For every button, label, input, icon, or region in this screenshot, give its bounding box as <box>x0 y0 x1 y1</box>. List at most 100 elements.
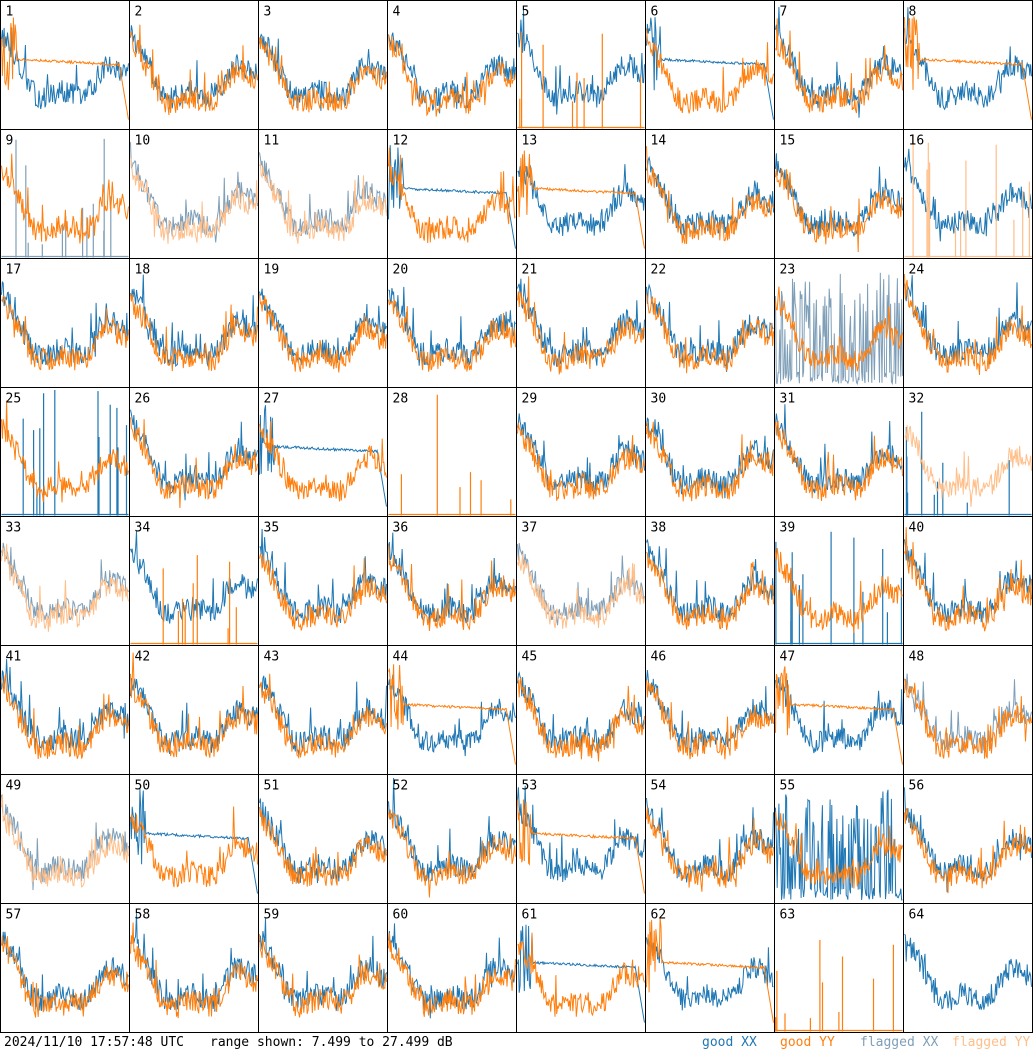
series-yy-panel-25 <box>1 400 129 503</box>
series-xx-panel-6 <box>646 17 774 120</box>
series-yy-panel-39 <box>775 547 903 633</box>
panel-28: 28 <box>387 387 517 517</box>
series-yy-panel-21 <box>517 276 645 375</box>
panel-39: 39 <box>774 516 904 646</box>
panel-label: 15 <box>780 134 796 149</box>
panel-label: 11 <box>264 134 280 149</box>
series-yy-panel-62 <box>646 917 774 1023</box>
panel-label: 62 <box>651 908 667 923</box>
series-yy-panel-52 <box>388 809 516 898</box>
panel-label: 38 <box>651 521 667 536</box>
panel-label: 29 <box>522 392 538 407</box>
series-yy-panel-1 <box>1 17 129 120</box>
panel-border <box>645 516 775 646</box>
panel-37: 37 <box>516 516 646 646</box>
series-xx-panel-61 <box>517 924 645 1023</box>
panel-44: 44 <box>387 645 517 775</box>
panel-label: 40 <box>909 521 925 536</box>
series-xx-panel-19 <box>259 288 387 365</box>
panel-label: 53 <box>522 779 538 794</box>
series-yy-panel-10 <box>130 157 258 244</box>
panel-15: 15 <box>774 129 904 259</box>
series-xx-panel-36 <box>388 532 516 624</box>
footer: 2024/11/10 17:57:48 UTC range shown: 7.4… <box>0 1033 1033 1053</box>
panel-42: 42 <box>129 645 259 775</box>
series-xx-panel-45 <box>517 671 645 754</box>
series-xx-panel-42 <box>130 677 258 754</box>
series-xx-panel-34 <box>130 531 258 624</box>
legend-flagged-xx: flagged XX <box>860 1035 939 1050</box>
series-yy-panel-16 <box>904 134 1032 258</box>
panel-52: 52 <box>387 774 517 904</box>
panel-2: 2 <box>129 0 259 130</box>
series-yy-panel-50 <box>130 806 258 888</box>
series-yy-panel-51 <box>259 807 387 887</box>
panel-border <box>129 0 259 130</box>
panel-9: 9 <box>0 129 130 259</box>
series-xx-panel-51 <box>259 798 387 884</box>
panel-label: 52 <box>393 779 409 794</box>
panel-label: 30 <box>651 392 667 407</box>
series-yy-panel-34 <box>130 555 258 645</box>
panel-label: 31 <box>780 392 796 407</box>
series-yy-panel-43 <box>259 673 387 760</box>
panel-27: 27 <box>258 387 388 517</box>
legend-flagged-yy: flagged YY <box>952 1035 1031 1050</box>
panel-40: 40 <box>903 516 1033 646</box>
panel-label: 42 <box>135 650 151 665</box>
panel-label: 20 <box>393 263 409 278</box>
panel-label: 25 <box>6 392 22 407</box>
panel-label: 37 <box>522 521 538 536</box>
panel-24: 24 <box>903 258 1033 388</box>
panel-32: 32 <box>903 387 1033 517</box>
panel-label: 26 <box>135 392 151 407</box>
series-xx-panel-58 <box>130 913 258 1012</box>
panel-59: 59 <box>258 903 388 1033</box>
panel-61: 61 <box>516 903 646 1033</box>
panel-label: 34 <box>135 521 151 536</box>
series-xx-panel-16 <box>904 148 1032 242</box>
series-yy-panel-41 <box>1 673 129 759</box>
series-xx-panel-25 <box>1 390 129 516</box>
panel-label: 45 <box>522 650 538 665</box>
series-xx-panel-5 <box>517 10 645 115</box>
panel-label: 64 <box>909 908 925 923</box>
panel-label: 3 <box>264 5 272 20</box>
panel-46: 46 <box>645 645 775 775</box>
range-text: range shown: 7.499 to 27.499 dB <box>210 1035 453 1050</box>
panel-16: 16 <box>903 129 1033 259</box>
panel-36: 36 <box>387 516 517 646</box>
panel-label: 14 <box>651 134 667 149</box>
series-xx-panel-52 <box>388 777 516 883</box>
panel-56: 56 <box>903 774 1033 904</box>
panel-label: 47 <box>780 650 796 665</box>
panel-22: 22 <box>645 258 775 388</box>
panel-48: 48 <box>903 645 1033 775</box>
series-yy-panel-18 <box>130 293 258 372</box>
panel-label: 43 <box>264 650 280 665</box>
series-xx-panel-3 <box>259 33 387 111</box>
series-xx-panel-27 <box>259 405 387 507</box>
panel-label: 44 <box>393 650 409 665</box>
series-yy-panel-40 <box>904 527 1032 632</box>
panel-label: 16 <box>909 134 925 149</box>
panel-label: 60 <box>393 908 409 923</box>
panel-label: 46 <box>651 650 667 665</box>
panel-12: 12 <box>387 129 517 259</box>
panel-label: 54 <box>651 779 667 794</box>
series-xx-panel-18 <box>130 274 258 368</box>
series-yy-panel-33 <box>1 543 129 632</box>
panel-label: 56 <box>909 779 925 794</box>
panel-label: 59 <box>264 908 280 923</box>
panel-54: 54 <box>645 774 775 904</box>
series-yy-panel-63 <box>775 940 903 1032</box>
panel-50: 50 <box>129 774 259 904</box>
series-xx-panel-12 <box>388 145 516 249</box>
series-yy-panel-45 <box>517 677 645 762</box>
panel-label: 10 <box>135 134 151 149</box>
panel-label: 23 <box>780 263 796 278</box>
series-yy-panel-14 <box>646 146 774 245</box>
panel-51: 51 <box>258 774 388 904</box>
panel-label: 32 <box>909 392 925 407</box>
panel-55: 55 <box>774 774 904 904</box>
